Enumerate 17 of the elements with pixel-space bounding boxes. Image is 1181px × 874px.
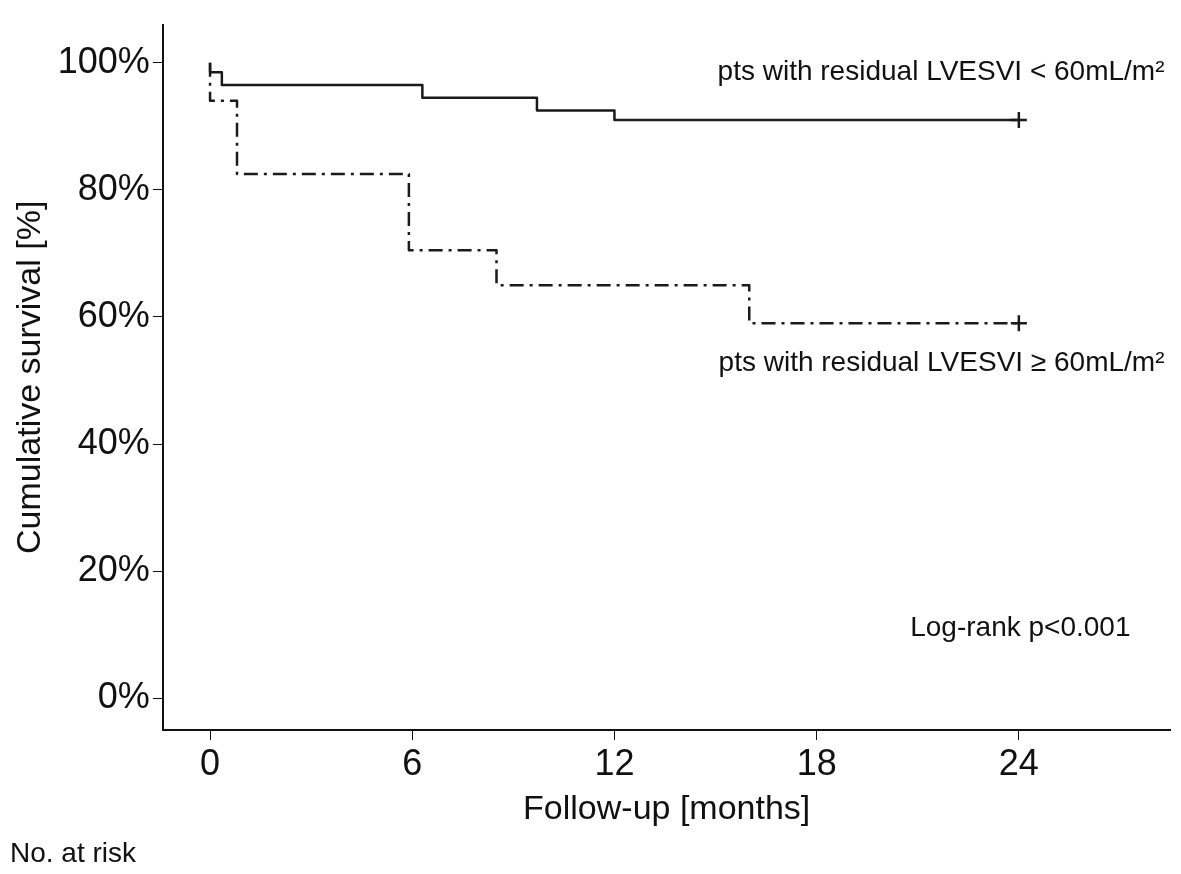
y-tick-label: 0%: [97, 675, 150, 717]
x-axis-title: Follow-up [months]: [523, 787, 811, 826]
text: No. at risk: [10, 836, 138, 868]
series-label: pts with residual LVESVI ≥ 60mL/m²: [718, 346, 1165, 377]
y-tick-label: 80%: [77, 166, 150, 208]
annotation: Log-rank p<0.001: [910, 611, 1131, 643]
x-tick-label: 0: [200, 741, 221, 783]
series-label: pts with residual LVESVI < 60mL/m²: [717, 54, 1165, 86]
x-tick-label: 6: [402, 741, 423, 783]
y-axis-title: Cumulative survival [%]: [8, 200, 47, 554]
y-tick-label: 60%: [77, 293, 150, 335]
y-tick-label: 40%: [77, 420, 150, 462]
y-tick-label: 100%: [57, 39, 150, 81]
x-tick-label: 12: [594, 741, 635, 783]
x-tick-label: 18: [796, 741, 837, 783]
y-tick-label: 20%: [77, 548, 150, 590]
x-tick-label: 24: [998, 741, 1039, 783]
